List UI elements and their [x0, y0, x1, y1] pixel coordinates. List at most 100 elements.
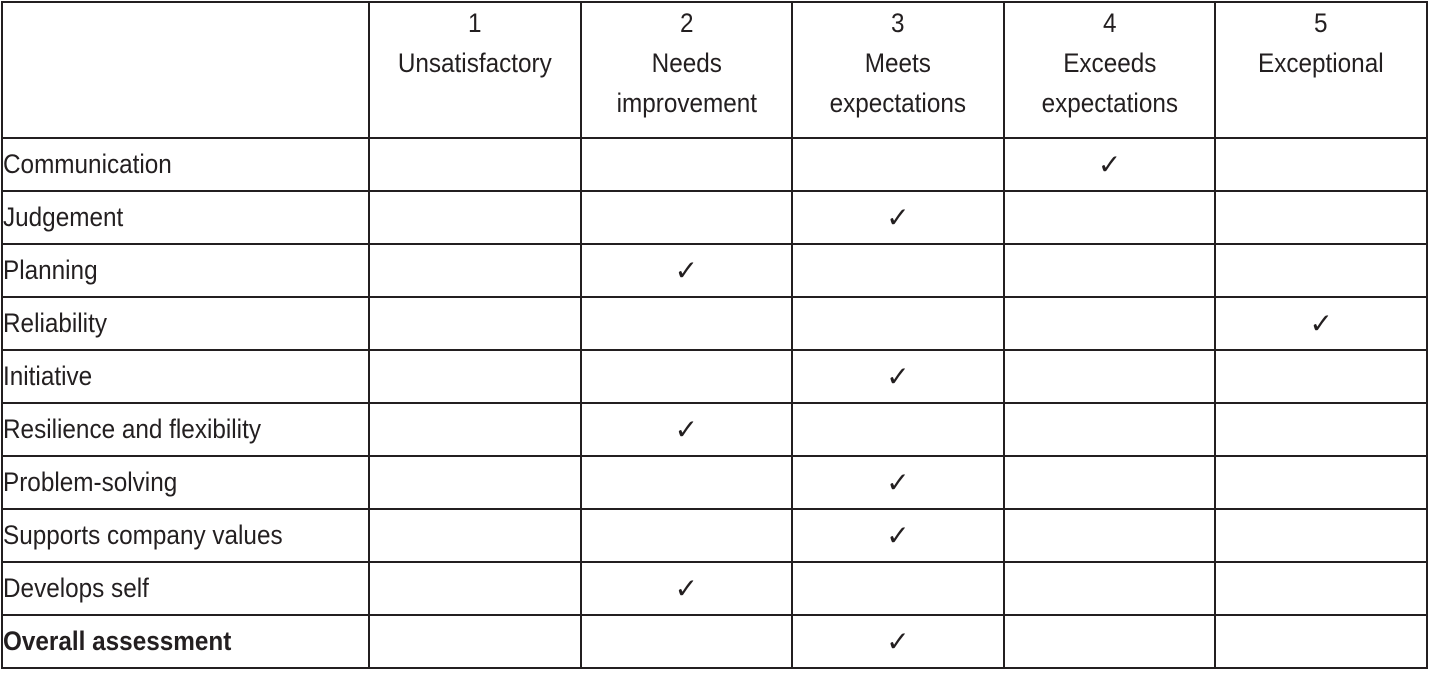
rating-cell-5 [1214, 508, 1428, 563]
rating-cell-2 [579, 137, 794, 192]
rating-cell-3: ✓ [791, 614, 1005, 669]
rating-number: 1 [468, 8, 482, 38]
criterion-cell: Develops self [0, 561, 371, 616]
criterion-label: Supports company values [3, 520, 283, 550]
table-row: Planning ✓ [0, 243, 1428, 298]
criterion-cell: Communication [0, 137, 371, 192]
criterion-cell: Supports company values [0, 508, 371, 563]
rating-cell-5 [1214, 137, 1428, 192]
rating-cell-3 [791, 296, 1005, 351]
header-rating-2: 2 Needs improvement [590, 1, 783, 139]
checkmark-icon: ✓ [674, 413, 699, 446]
criterion-label: Planning [3, 255, 98, 285]
rating-label: Needs improvement [616, 48, 757, 118]
table-row: Communication ✓ [0, 137, 1428, 192]
rating-label: Exceeds expectations [1041, 48, 1178, 118]
rating-cell-2 [579, 349, 794, 404]
rating-cell-4 [1002, 402, 1217, 457]
rating-cell-3: ✓ [791, 455, 1005, 510]
rating-label: Exceptional [1258, 48, 1385, 78]
rating-cell-2 [579, 508, 794, 563]
rating-cell-5 [1214, 614, 1428, 669]
criterion-cell: Overall assessment [0, 614, 371, 669]
rating-cell-4: ✓ [1002, 137, 1217, 192]
table-row: Supports company values ✓ [0, 508, 1428, 563]
rating-cell-4 [1002, 296, 1217, 351]
rating-cell-3 [791, 243, 1005, 298]
rating-cell-3 [791, 402, 1005, 457]
rating-cell-1 [368, 561, 582, 616]
rating-cell-4 [1002, 455, 1217, 510]
rating-cell-5 [1214, 190, 1428, 245]
rating-cell-5 [1214, 561, 1428, 616]
criterion-label: Reliability [3, 308, 107, 338]
checkmark-icon: ✓ [674, 254, 699, 287]
rating-cell-3 [791, 561, 1005, 616]
rating-number: 3 [891, 8, 905, 38]
rating-rows: Communication ✓ Judgement ✓ Planning ✓ Reliabi… [0, 137, 1428, 669]
rating-cell-1 [368, 508, 582, 563]
table-row: Initiative ✓ [0, 349, 1428, 404]
header-corner-cell [0, 1, 371, 139]
rating-number: 5 [1314, 8, 1328, 38]
checkmark-icon: ✓ [674, 572, 699, 605]
criterion-label: Judgement [3, 202, 124, 232]
header-rating-5: 5 Exceptional [1225, 1, 1418, 139]
criterion-cell: Resilience and flexibility [0, 402, 371, 457]
rating-cell-1 [368, 137, 582, 192]
rating-number: 2 [679, 8, 694, 38]
rating-cell-5 [1214, 349, 1428, 404]
criterion-label: Resilience and flexibility [3, 414, 261, 444]
criterion-cell: Problem-solving [0, 455, 371, 510]
criterion-label: Problem-solving [3, 467, 178, 497]
criterion-cell: Judgement [0, 190, 371, 245]
rating-number: 4 [1102, 8, 1117, 38]
rating-cell-1 [368, 243, 582, 298]
rating-cell-1 [368, 349, 582, 404]
rating-cell-2: ✓ [579, 243, 794, 298]
criterion-cell: Reliability [0, 296, 371, 351]
table-row: Resilience and flexibility ✓ [0, 402, 1428, 457]
rating-cell-4 [1002, 508, 1217, 563]
rating-cell-1 [368, 296, 582, 351]
rating-cell-2 [579, 190, 794, 245]
rating-cell-2 [579, 455, 794, 510]
rating-cell-1 [368, 455, 582, 510]
checkmark-icon: ✓ [1097, 148, 1122, 181]
rating-cell-1 [368, 402, 582, 457]
rating-cell-5 [1214, 455, 1428, 510]
checkmark-icon: ✓ [886, 201, 910, 234]
rating-cell-4 [1002, 243, 1217, 298]
rating-cell-3: ✓ [791, 349, 1005, 404]
table-row: Develops self ✓ [0, 561, 1428, 616]
rating-cell-4 [1002, 190, 1217, 245]
rating-cell-5: ✓ [1214, 296, 1428, 351]
criterion-label: Overall assessment [3, 626, 232, 656]
rating-cell-4 [1002, 561, 1217, 616]
header-rating-1: 1 Unsatisfactory [378, 1, 571, 139]
criterion-label: Develops self [3, 573, 149, 603]
checkmark-icon: ✓ [886, 360, 910, 393]
criterion-label: Initiative [3, 361, 93, 391]
rating-cell-2: ✓ [579, 561, 794, 616]
checkmark-icon: ✓ [886, 519, 910, 552]
rating-cell-3: ✓ [791, 190, 1005, 245]
header-row: 1 Unsatisfactory 2 Needs improvement 3 M… [0, 1, 1427, 139]
rating-cell-4 [1002, 349, 1217, 404]
rating-cell-4 [1002, 614, 1217, 669]
criterion-label: Communication [3, 149, 172, 179]
rating-cell-1 [368, 614, 582, 669]
rating-label: Meets expectations [829, 48, 967, 118]
rating-cell-5 [1214, 402, 1428, 457]
header-rating-3: 3 Meets expectations [801, 1, 995, 139]
criterion-cell: Initiative [0, 349, 371, 404]
header-rating-4: 4 Exceeds expectations [1013, 1, 1206, 139]
checkmark-icon: ✓ [886, 625, 910, 658]
table-row: Overall assessment ✓ [0, 614, 1428, 669]
rating-label: Unsatisfactory [397, 48, 552, 78]
rating-cell-1 [368, 190, 582, 245]
rating-cell-5 [1214, 243, 1428, 298]
performance-rating-table: 1 Unsatisfactory 2 Needs improvement 3 M… [0, 1, 1428, 669]
criterion-cell: Planning [0, 243, 371, 298]
table-row: Problem-solving ✓ [0, 455, 1428, 510]
